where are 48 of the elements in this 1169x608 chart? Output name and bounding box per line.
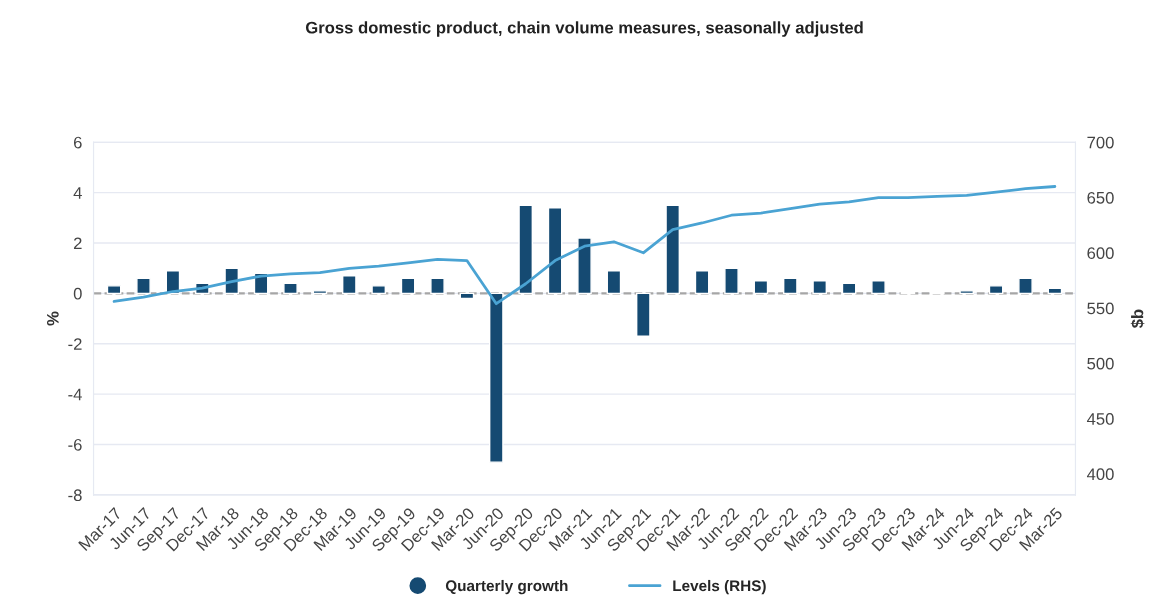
y-axis-title: % bbox=[46, 311, 59, 326]
bar bbox=[1018, 277, 1033, 295]
y-tick-label: -4 bbox=[68, 388, 82, 401]
bar bbox=[988, 285, 1004, 295]
y2-axis-title: $b bbox=[1130, 309, 1145, 329]
y-tick-label: -6 bbox=[68, 438, 82, 451]
bar bbox=[812, 280, 828, 295]
bar bbox=[665, 204, 681, 295]
y2-tick-label: 600 bbox=[1087, 247, 1114, 260]
bar bbox=[518, 204, 534, 295]
legend-label: Quarterly growth bbox=[445, 579, 568, 595]
bar bbox=[1047, 287, 1063, 295]
y-tick-label: 4 bbox=[73, 187, 82, 199]
bar bbox=[106, 285, 122, 295]
bar bbox=[341, 275, 357, 295]
bar bbox=[694, 270, 710, 295]
bar bbox=[753, 280, 769, 295]
y-tick-label: 2 bbox=[73, 237, 82, 250]
bar bbox=[371, 285, 387, 295]
bar bbox=[871, 280, 886, 295]
line-series bbox=[112, 185, 1057, 306]
y2-tick-label: 650 bbox=[1087, 191, 1114, 204]
y2-tick-label: 400 bbox=[1086, 468, 1114, 481]
bar bbox=[400, 277, 416, 295]
legend-label: Levels (RHS) bbox=[673, 579, 766, 595]
bar bbox=[577, 237, 592, 295]
bar bbox=[488, 292, 504, 463]
y2-tick-label: 450 bbox=[1086, 413, 1114, 425]
y-tick-label: 0 bbox=[73, 287, 82, 300]
bar bbox=[430, 277, 445, 295]
bar bbox=[283, 282, 298, 295]
y2-tick-label: 500 bbox=[1087, 357, 1114, 370]
bar bbox=[606, 270, 622, 295]
y2-tick-label: 700 bbox=[1087, 136, 1114, 149]
bar bbox=[459, 292, 475, 300]
bar bbox=[724, 267, 739, 295]
chart-title: Gross domestic product, chain volume measures, seasonally adjusted bbox=[305, 21, 863, 37]
y-tick-label: -2 bbox=[68, 338, 82, 350]
bar bbox=[959, 290, 975, 295]
y2-tick-label: 550 bbox=[1087, 302, 1114, 315]
bar bbox=[547, 207, 563, 295]
y-tick-label: -8 bbox=[68, 489, 82, 502]
bar bbox=[635, 292, 651, 337]
bar bbox=[136, 277, 151, 295]
bar bbox=[312, 290, 328, 295]
bar bbox=[841, 282, 857, 295]
y-tick-label: 6 bbox=[73, 136, 82, 149]
bar bbox=[782, 277, 798, 295]
